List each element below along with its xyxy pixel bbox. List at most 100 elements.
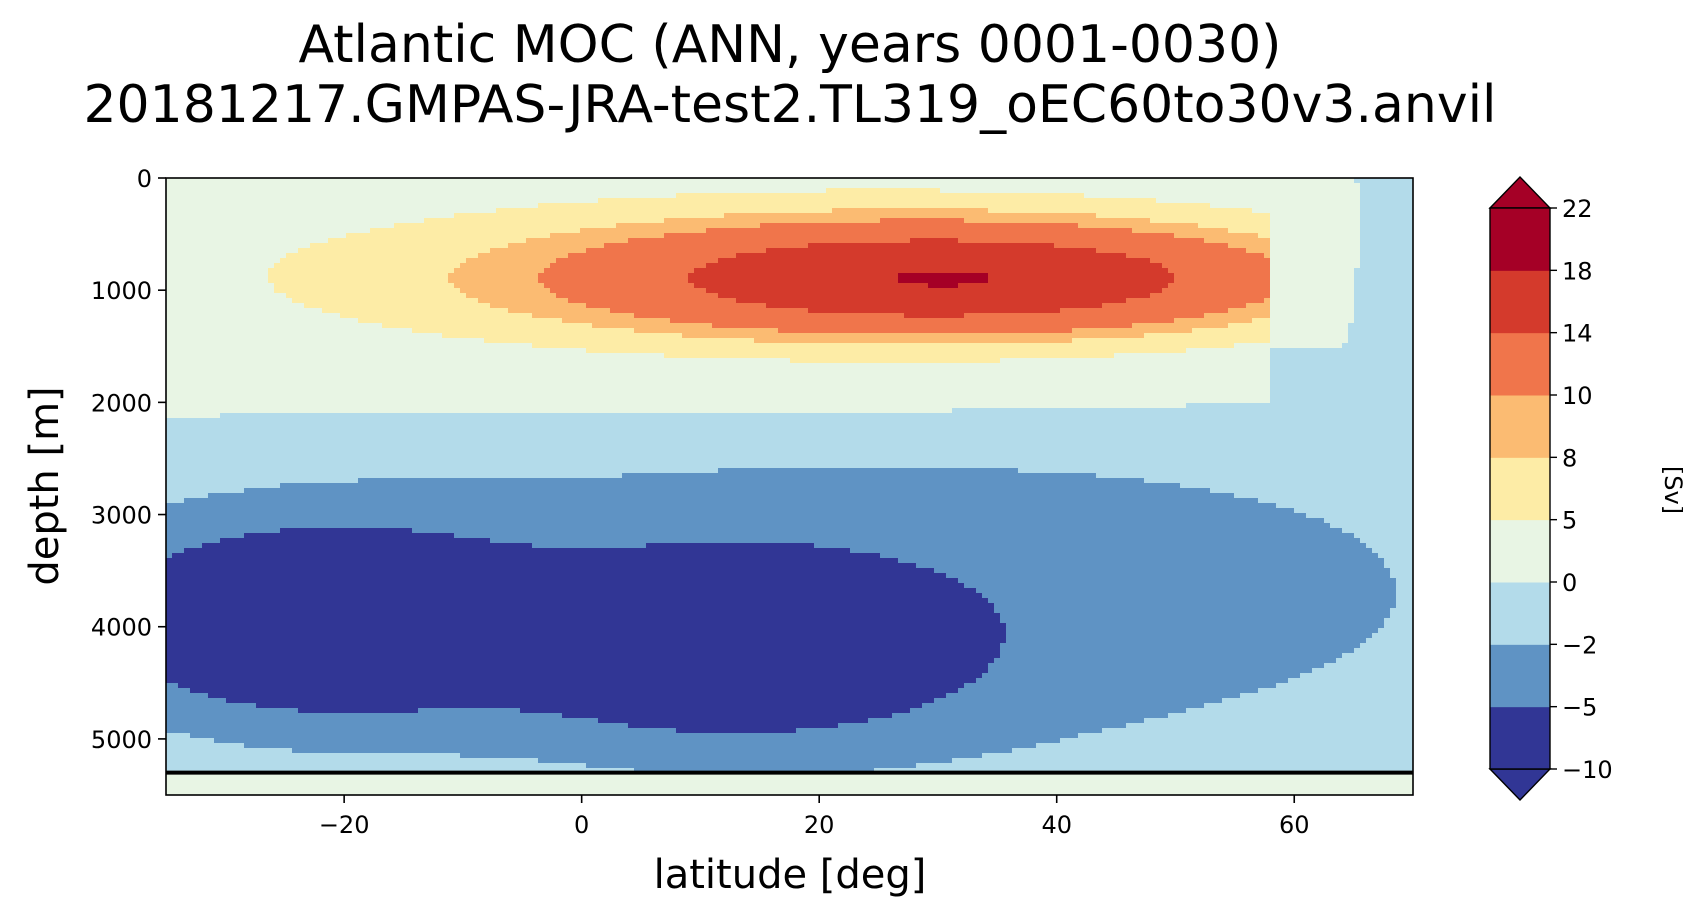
contour-cell <box>190 763 197 769</box>
contour-cell <box>340 623 347 629</box>
contour-cell <box>346 758 353 764</box>
contour-cell <box>172 463 179 469</box>
contour-cell <box>340 328 347 334</box>
contour-cell <box>376 338 383 344</box>
contour-cell <box>214 753 221 759</box>
contour-cell <box>286 568 293 574</box>
contour-cell <box>292 198 299 204</box>
contour-cell <box>340 763 347 769</box>
contour-cell <box>202 233 209 239</box>
contour-cell <box>322 193 329 199</box>
contour-cell <box>226 378 233 384</box>
contour-cell <box>208 698 215 704</box>
contour-cell <box>238 493 245 499</box>
contour-cell <box>346 558 353 564</box>
contour-cell <box>340 718 347 724</box>
contour-cell <box>220 203 227 209</box>
contour-cell <box>304 313 311 319</box>
contour-cell <box>196 563 203 569</box>
contour-cell <box>220 598 227 604</box>
contour-cell <box>274 603 281 609</box>
contour-cell <box>226 658 233 664</box>
contour-cell <box>286 283 293 289</box>
contour-cell <box>346 193 353 199</box>
contour-cell <box>178 758 185 764</box>
contour-cell <box>202 353 209 359</box>
contour-cell <box>238 778 245 784</box>
contour-cell <box>394 198 401 204</box>
contour-cell <box>190 298 197 304</box>
contour-cell <box>220 258 227 264</box>
contour-cell <box>166 788 173 794</box>
contour-cell <box>274 443 281 449</box>
contour-cell <box>382 703 389 709</box>
contour-cell <box>262 728 269 734</box>
contour-cell <box>268 248 275 254</box>
contour-cell <box>202 623 209 629</box>
contour-cell <box>226 428 233 434</box>
contour-cell <box>262 183 269 189</box>
contour-cell <box>196 753 203 759</box>
contour-cell <box>244 303 251 309</box>
contour-cell <box>394 623 401 629</box>
contour-cell <box>190 483 197 489</box>
contour-cell <box>340 403 347 409</box>
contour-cell <box>268 618 275 624</box>
contour-cell <box>214 428 221 434</box>
contour-cell <box>232 378 239 384</box>
contour-cell <box>256 233 263 239</box>
contour-cell <box>370 683 377 689</box>
contour-cell <box>238 358 245 364</box>
contour-cell <box>406 283 413 289</box>
contour-cell <box>226 338 233 344</box>
contour-cell <box>346 273 353 279</box>
contour-cell <box>298 463 305 469</box>
contour-cell <box>178 218 185 224</box>
contour-cell <box>208 748 215 754</box>
contour-cell <box>370 388 377 394</box>
contour-cell <box>328 258 335 264</box>
contour-cell <box>322 218 329 224</box>
contour-cell <box>184 708 191 714</box>
contour-cell <box>352 368 359 374</box>
contour-cell <box>232 448 239 454</box>
contour-cell <box>352 493 359 499</box>
contour-cell <box>400 733 407 739</box>
contour-cell <box>400 743 407 749</box>
contour-cell <box>268 418 275 424</box>
contour-cell <box>328 473 335 479</box>
contour-cell <box>304 413 311 419</box>
contour-cell <box>196 258 203 264</box>
contour-cell <box>394 668 401 674</box>
contour-cell <box>400 563 407 569</box>
contour-cell <box>322 313 329 319</box>
contour-cell <box>190 223 197 229</box>
contour-cell <box>280 573 287 579</box>
contour-cell <box>376 233 383 239</box>
contour-cell <box>298 258 305 264</box>
contour-cell <box>298 568 305 574</box>
contour-cell <box>256 718 263 724</box>
contour-cell <box>376 688 383 694</box>
contour-cell <box>370 268 377 274</box>
contour-cell <box>316 343 323 349</box>
contour-cell <box>304 253 311 259</box>
contour-cell <box>388 303 395 309</box>
contour-cell <box>334 333 341 339</box>
contour-cell <box>262 468 269 474</box>
contour-cell <box>232 193 239 199</box>
contour-cell <box>238 683 245 689</box>
contour-cell <box>166 673 173 679</box>
contour-cell <box>316 603 323 609</box>
contour-cell <box>190 228 197 234</box>
contour-cell <box>376 753 383 759</box>
contour-cell <box>340 353 347 359</box>
contour-cell <box>394 363 401 369</box>
contour-cell <box>196 718 203 724</box>
contour-cell <box>262 313 269 319</box>
contour-cell <box>358 428 365 434</box>
contour-cell <box>370 543 377 549</box>
contour-cell <box>298 663 305 669</box>
contour-cell <box>334 553 341 559</box>
contour-cell <box>316 268 323 274</box>
